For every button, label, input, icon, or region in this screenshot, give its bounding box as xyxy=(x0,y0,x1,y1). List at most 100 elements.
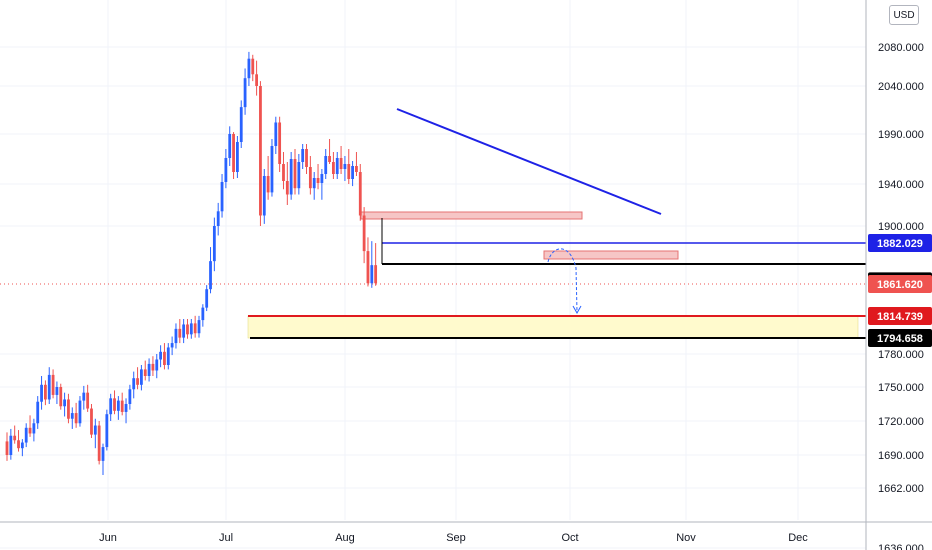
candle-body xyxy=(101,447,105,461)
candle-body xyxy=(86,392,90,409)
y-tick-label: 1636.000 xyxy=(878,543,924,550)
candle-body xyxy=(174,328,178,344)
candle-body xyxy=(332,162,335,174)
candle-body xyxy=(301,149,305,162)
candle-body xyxy=(374,265,378,284)
candle-body xyxy=(228,134,232,158)
candle-body xyxy=(9,435,13,455)
grid xyxy=(0,0,866,549)
candle-body xyxy=(351,166,354,179)
candle-body xyxy=(116,400,120,411)
y-tick-label: 1750.000 xyxy=(878,382,924,394)
candle-body xyxy=(224,158,228,182)
candle-body xyxy=(189,323,193,335)
candles xyxy=(5,51,378,476)
trendline xyxy=(396,108,662,215)
candle-body xyxy=(308,167,312,189)
candle-body xyxy=(24,427,28,443)
price-tag xyxy=(868,234,932,252)
demand-zone xyxy=(247,315,859,339)
candle-body xyxy=(82,392,86,401)
candle-body xyxy=(151,363,155,371)
x-tick-label: Nov xyxy=(676,532,696,544)
resistance-box-2 xyxy=(543,250,679,260)
candle-body xyxy=(51,374,55,395)
price-tag xyxy=(868,307,932,325)
candle-body xyxy=(259,86,262,216)
x-tick-label: Oct xyxy=(561,532,578,544)
candle-body xyxy=(93,425,97,435)
candle-body xyxy=(285,181,289,195)
candle-body xyxy=(355,166,358,172)
candle-body xyxy=(159,351,162,360)
candle-body xyxy=(362,215,366,252)
x-tick-label: Jun xyxy=(99,532,117,544)
y-tick-label: 1990.000 xyxy=(878,129,924,141)
y-tick-label: 2040.000 xyxy=(878,81,924,93)
candle-body xyxy=(278,122,282,164)
candle-body xyxy=(205,289,209,308)
candle-body xyxy=(28,427,32,434)
candle-body xyxy=(335,158,339,174)
currency-button[interactable]: USD xyxy=(889,5,919,25)
resistance-box xyxy=(360,211,583,220)
x-tick-label: Aug xyxy=(335,532,355,544)
candle-body xyxy=(320,174,324,183)
candle-body xyxy=(339,158,343,169)
candle-body xyxy=(270,146,274,193)
candle-body xyxy=(324,156,328,174)
candle-body xyxy=(124,404,128,412)
candle-body xyxy=(197,320,201,334)
candle-body xyxy=(120,400,124,412)
candle-body xyxy=(220,182,224,212)
price-tag-label: 1861.620 xyxy=(877,279,923,291)
candle-body xyxy=(178,328,182,338)
price-tag-label: 1794.658 xyxy=(877,333,923,345)
drawings xyxy=(248,108,866,339)
price-tag-label: 1882.029 xyxy=(877,238,923,250)
candle-body xyxy=(5,441,9,455)
candle-body xyxy=(132,378,136,390)
candle-body xyxy=(74,413,78,424)
candle-body xyxy=(78,400,82,424)
x-tick-label: Jul xyxy=(219,532,233,544)
y-tick-label: 1780.000 xyxy=(878,349,924,361)
candle-body xyxy=(312,178,316,189)
y-tick-label: 1720.000 xyxy=(878,416,924,428)
candle-body xyxy=(370,265,374,284)
candle-body xyxy=(67,399,70,419)
y-tick-label: 1940.000 xyxy=(878,179,924,191)
candle-body xyxy=(212,226,216,262)
candle-body xyxy=(274,122,278,146)
candle-body xyxy=(44,384,47,400)
candle-body xyxy=(216,211,220,226)
candle-body xyxy=(297,162,301,189)
candle-body xyxy=(143,369,147,376)
candle-body xyxy=(251,58,255,75)
candle-body xyxy=(201,307,205,321)
candle-body xyxy=(347,164,351,179)
projection-arrowhead xyxy=(572,305,582,315)
candle-body xyxy=(193,323,197,334)
candle-body xyxy=(209,261,212,290)
candle-body xyxy=(366,251,370,284)
candle-body xyxy=(236,142,239,172)
candle-body xyxy=(328,156,331,162)
candle-body xyxy=(40,384,43,402)
candle-body xyxy=(147,363,151,376)
candle-body xyxy=(70,413,74,419)
y-tick-label: 1690.000 xyxy=(878,450,924,462)
candle-body xyxy=(243,78,247,108)
candle-body xyxy=(55,387,59,395)
candle-body xyxy=(232,134,235,172)
candle-body xyxy=(266,176,270,193)
candle-body xyxy=(32,423,36,434)
candle-body xyxy=(59,387,63,407)
candle-body xyxy=(105,414,109,448)
candle-body xyxy=(163,351,166,365)
candle-body xyxy=(305,149,308,167)
candle-body xyxy=(343,164,347,169)
x-tick-label: Dec xyxy=(788,532,808,544)
